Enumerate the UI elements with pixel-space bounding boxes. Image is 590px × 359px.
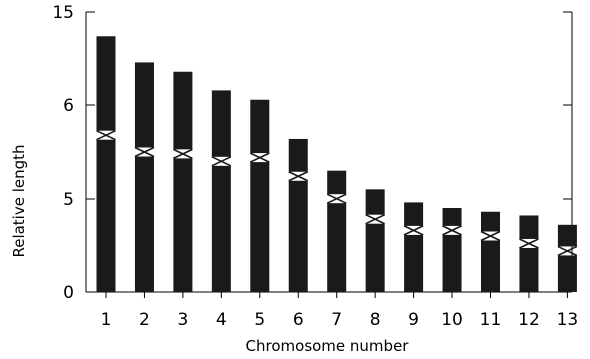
x-axis-title: Chromosome number <box>246 337 410 355</box>
centromere-mark <box>442 225 462 236</box>
chromosome-bar <box>442 208 462 292</box>
centromere-mark <box>557 245 578 257</box>
upper-arm <box>557 224 577 247</box>
y-axis: 0 5 6 15 <box>52 3 573 303</box>
lower-arm <box>96 139 116 292</box>
lower-arm <box>288 180 308 292</box>
centromere-mark <box>288 171 309 182</box>
lower-arm <box>134 156 154 292</box>
upper-arm <box>481 211 500 232</box>
chromosome-bar <box>249 99 270 292</box>
lower-arm <box>211 165 231 292</box>
upper-arm <box>173 71 193 150</box>
x-tick-label: 5 <box>254 310 265 330</box>
lower-arm <box>327 203 347 292</box>
lower-arm <box>365 223 385 292</box>
centromere-mark <box>249 152 270 163</box>
centromere-mark <box>134 146 155 158</box>
upper-arm <box>250 99 270 154</box>
x-tick-label: 10 <box>441 310 463 330</box>
x-tick-label: 3 <box>177 310 188 330</box>
x-tick-label: 12 <box>518 310 540 330</box>
upper-arm <box>519 215 539 239</box>
chromosome-bar <box>403 202 424 292</box>
centromere-mark <box>403 225 424 236</box>
chromosome-bar <box>519 215 539 292</box>
upper-arm <box>327 170 347 195</box>
chromosome-bar <box>96 36 116 292</box>
chromosome-bars <box>96 36 578 292</box>
chromosome-bar <box>211 90 232 292</box>
centromere-mark <box>173 148 193 160</box>
x-tick-label: 4 <box>216 310 227 330</box>
lower-arm <box>442 234 462 292</box>
x-tick-label: 7 <box>331 310 342 330</box>
y-tick-label: 5 <box>63 190 74 210</box>
lower-arm <box>481 240 500 292</box>
x-tick-label: 6 <box>293 310 304 330</box>
lower-arm <box>173 158 193 292</box>
x-tick-label: 1 <box>101 310 112 330</box>
chromosome-bar <box>365 189 385 292</box>
upper-arm <box>365 189 385 215</box>
lower-arm <box>250 162 270 292</box>
y-tick-label: 0 <box>63 283 74 303</box>
lower-arm <box>519 247 539 292</box>
x-tick-label: 13 <box>557 310 579 330</box>
upper-arm <box>442 208 462 226</box>
chromosome-bar <box>173 71 193 292</box>
upper-arm <box>96 36 116 131</box>
centromere-mark <box>365 213 385 225</box>
y-tick-label: 6 <box>63 96 74 116</box>
centromere-mark <box>326 193 347 204</box>
centromere-mark <box>519 238 539 249</box>
chromosome-bar <box>288 138 309 292</box>
upper-arm <box>211 90 231 157</box>
x-axis: 1 2 3 4 5 6 7 8 9 10 11 12 13 <box>86 291 579 330</box>
x-tick-label: 9 <box>408 310 419 330</box>
chromosome-bar <box>326 170 347 292</box>
y-tick-label: 15 <box>52 3 74 23</box>
chromosome-bar <box>557 224 578 292</box>
centromere-mark <box>96 129 116 141</box>
upper-arm <box>288 138 308 172</box>
lower-arm <box>404 234 424 292</box>
centromere-mark <box>211 156 232 167</box>
chromosome-bar <box>134 62 155 292</box>
upper-arm <box>404 202 424 226</box>
x-tick-label: 8 <box>370 310 381 330</box>
chromosome-bar <box>480 211 501 292</box>
x-tick-label: 2 <box>139 310 150 330</box>
centromere-mark <box>480 230 501 242</box>
x-tick-label: 11 <box>480 310 502 330</box>
upper-arm <box>134 62 154 148</box>
y-axis-title: Relative length <box>10 144 28 257</box>
lower-arm <box>557 255 577 292</box>
